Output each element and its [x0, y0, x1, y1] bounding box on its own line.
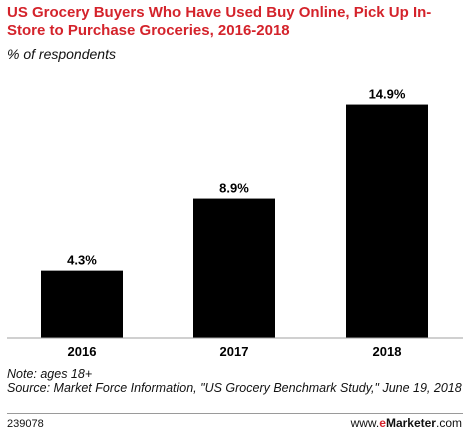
bars-layer: 4.3% 2016 8.9% 2017 14.9% 2018	[41, 87, 428, 359]
data-label-2017: 8.9%	[219, 181, 249, 196]
data-label-2016: 4.3%	[67, 253, 97, 268]
x-tick-label-2018: 2018	[373, 344, 402, 359]
bar-2017	[193, 198, 275, 338]
chart-id: 239078	[7, 418, 44, 430]
footer-divider	[7, 413, 463, 414]
note-text: Note: ages 18+	[7, 367, 93, 381]
bar-2016	[41, 270, 123, 338]
source-text: Source: Market Force Information, "US Gr…	[7, 381, 462, 395]
x-tick-label-2017: 2017	[220, 344, 249, 359]
x-tick-label-2016: 2016	[68, 344, 97, 359]
data-label-2018: 14.9%	[369, 87, 406, 102]
chart-subtitle: % of respondents	[7, 46, 116, 62]
emarketer-logo: www.eMarketer.com	[350, 416, 462, 430]
chart-title: US Grocery Buyers Who Have Used Buy Onli…	[7, 4, 432, 39]
bar-2018	[346, 104, 428, 338]
chart-notes: Note: ages 18+ Source: Market Force Info…	[7, 367, 467, 395]
